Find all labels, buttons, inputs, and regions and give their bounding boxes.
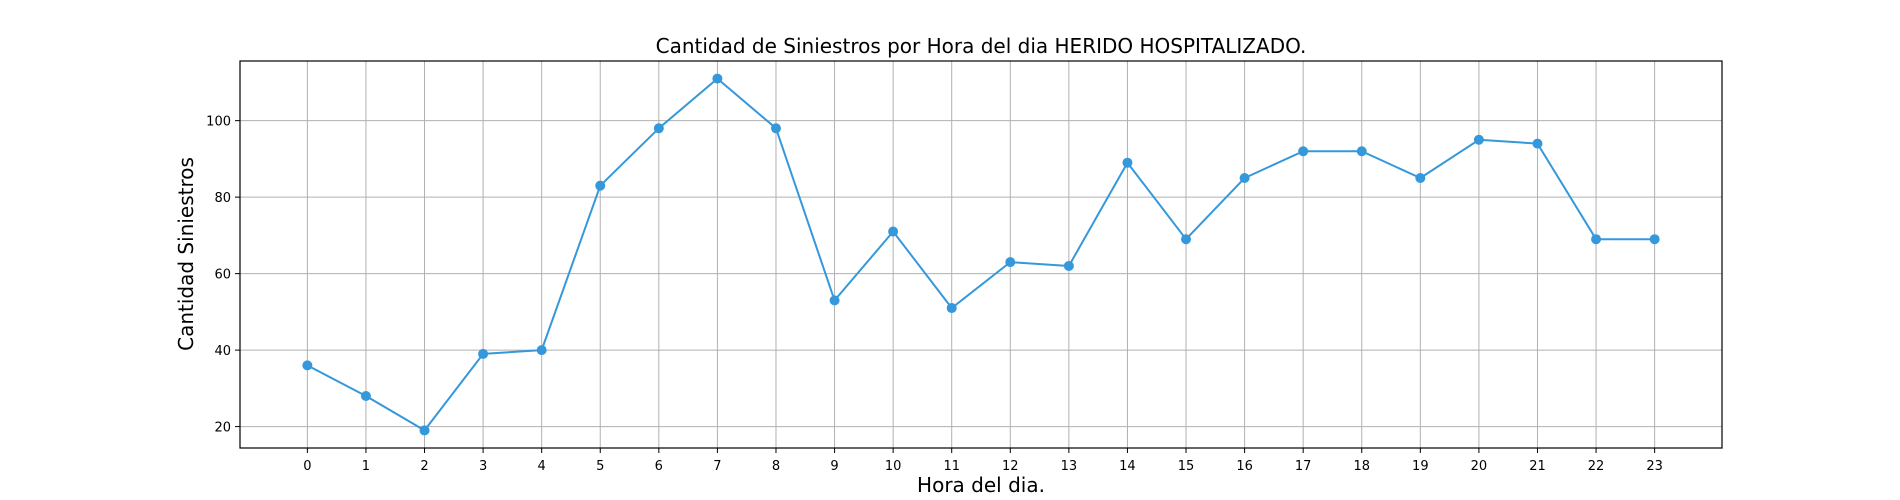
x-tick-label: 10 [885, 459, 902, 474]
x-tick-label: 12 [1002, 459, 1019, 474]
data-point [1532, 138, 1543, 149]
x-tick-label: 13 [1061, 459, 1078, 474]
data-point [1063, 260, 1074, 271]
series-line [306, 77, 1655, 432]
y-tick-label: 60 [214, 268, 231, 283]
data-point [712, 73, 723, 84]
x-tick-label: 14 [1119, 459, 1136, 474]
x-tick-label: 20 [1471, 459, 1488, 474]
series-group [302, 73, 1660, 436]
x-tick-label: 9 [830, 459, 838, 474]
data-point [1005, 257, 1016, 268]
data-point [1181, 234, 1192, 245]
x-tick-label: 23 [1646, 459, 1663, 474]
x-tick-label: 0 [303, 459, 311, 474]
data-point [1649, 234, 1660, 245]
data-point [1591, 234, 1602, 245]
x-tick-label: 4 [538, 459, 546, 474]
data-point [536, 345, 547, 356]
x-tick-label: 2 [420, 459, 428, 474]
x-tick-label: 21 [1529, 459, 1546, 474]
chart-title: Cantidad de Siniestros por Hora del dia … [656, 34, 1307, 58]
vertical-gridlines [306, 61, 1656, 448]
data-point [1356, 146, 1367, 157]
data-point [360, 390, 371, 401]
x-tick-label: 3 [479, 459, 487, 474]
data-point [888, 226, 899, 237]
data-point [302, 360, 313, 371]
plot-frame [239, 60, 1723, 449]
y-tick-label: 40 [214, 344, 231, 359]
x-tick-label: 5 [596, 459, 604, 474]
y-axis-label: Cantidad Siniestros [174, 157, 198, 351]
y-axis-ticks: 20 40 60 80 100 [206, 115, 240, 436]
data-point [478, 348, 489, 359]
data-point [829, 295, 840, 306]
x-tick-label: 8 [772, 459, 780, 474]
x-axis-ticks: 0 1 2 3 4 5 6 7 8 9 10 11 12 13 14 15 16 17 18 19 20 21 22 23 [303, 448, 1663, 474]
y-tick-label: 20 [214, 421, 231, 436]
x-tick-label: 16 [1236, 459, 1253, 474]
data-point [1415, 173, 1426, 184]
x-tick-label: 18 [1353, 459, 1370, 474]
data-point [653, 123, 664, 134]
data-point [946, 303, 957, 314]
y-tick-label: 80 [214, 191, 231, 206]
data-point [770, 123, 781, 134]
y-tick-label: 100 [206, 115, 231, 130]
x-tick-label: 19 [1412, 459, 1429, 474]
x-tick-label: 17 [1295, 459, 1312, 474]
data-point [419, 425, 430, 436]
x-tick-label: 1 [362, 459, 370, 474]
x-tick-label: 15 [1178, 459, 1195, 474]
horizontal-gridlines [240, 120, 1722, 428]
x-axis-label: Hora del dia. [917, 473, 1045, 497]
x-tick-label: 22 [1588, 459, 1605, 474]
x-tick-label: 7 [713, 459, 721, 474]
x-tick-label: 6 [655, 459, 663, 474]
x-tick-label: 11 [943, 459, 960, 474]
data-point [1473, 134, 1484, 145]
data-point [1239, 173, 1250, 184]
data-point [1122, 157, 1133, 168]
data-point [595, 180, 606, 191]
data-point [1298, 146, 1309, 157]
